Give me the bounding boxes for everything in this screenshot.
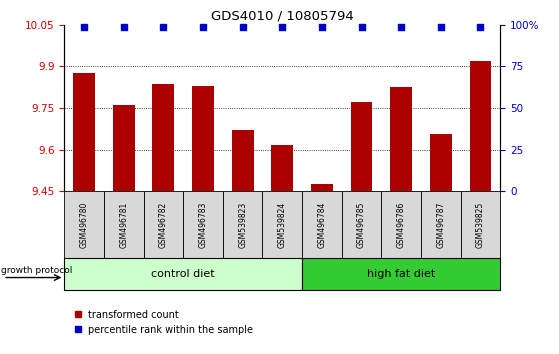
Text: GSM539825: GSM539825	[476, 202, 485, 248]
Bar	[272, 145, 293, 191]
Point	[397, 24, 406, 30]
Point	[318, 24, 326, 30]
Bar	[73, 73, 95, 191]
Text: control diet: control diet	[151, 269, 215, 279]
Legend: transformed count, percentile rank within the sample: transformed count, percentile rank withi…	[69, 306, 257, 338]
Bar	[64, 191, 104, 258]
Text: GSM496784: GSM496784	[318, 201, 326, 248]
Bar	[144, 191, 183, 258]
Text: GSM496780: GSM496780	[79, 201, 89, 248]
Bar	[302, 191, 342, 258]
Point	[238, 24, 247, 30]
Bar	[381, 191, 421, 258]
Bar	[350, 102, 372, 191]
Text: GSM496787: GSM496787	[437, 201, 446, 248]
Point	[437, 24, 446, 30]
Point	[198, 24, 207, 30]
Bar	[223, 191, 263, 258]
Bar	[263, 191, 302, 258]
Bar	[153, 84, 174, 191]
Point	[476, 24, 485, 30]
Bar	[421, 191, 461, 258]
Title: GDS4010 / 10805794: GDS4010 / 10805794	[211, 9, 354, 22]
Point	[357, 24, 366, 30]
Point	[278, 24, 287, 30]
Text: GSM496786: GSM496786	[397, 201, 406, 248]
Text: GSM496782: GSM496782	[159, 202, 168, 248]
Text: GSM496783: GSM496783	[198, 201, 207, 248]
Bar	[192, 86, 214, 191]
Bar	[342, 191, 381, 258]
Bar	[461, 191, 500, 258]
Bar	[104, 191, 144, 258]
Bar	[470, 61, 491, 191]
Bar	[390, 87, 412, 191]
Bar	[302, 258, 500, 290]
Point	[79, 24, 88, 30]
Text: GSM496785: GSM496785	[357, 201, 366, 248]
Text: high fat diet: high fat diet	[367, 269, 435, 279]
Point	[119, 24, 128, 30]
Bar	[232, 130, 254, 191]
Text: GSM539824: GSM539824	[278, 202, 287, 248]
Text: GSM539823: GSM539823	[238, 202, 247, 248]
Bar	[430, 134, 452, 191]
Bar	[183, 191, 223, 258]
Bar	[113, 105, 135, 191]
Text: GSM496781: GSM496781	[119, 202, 128, 248]
Text: growth protocol: growth protocol	[1, 266, 73, 275]
Bar	[64, 258, 302, 290]
Point	[159, 24, 168, 30]
Bar	[311, 184, 333, 191]
